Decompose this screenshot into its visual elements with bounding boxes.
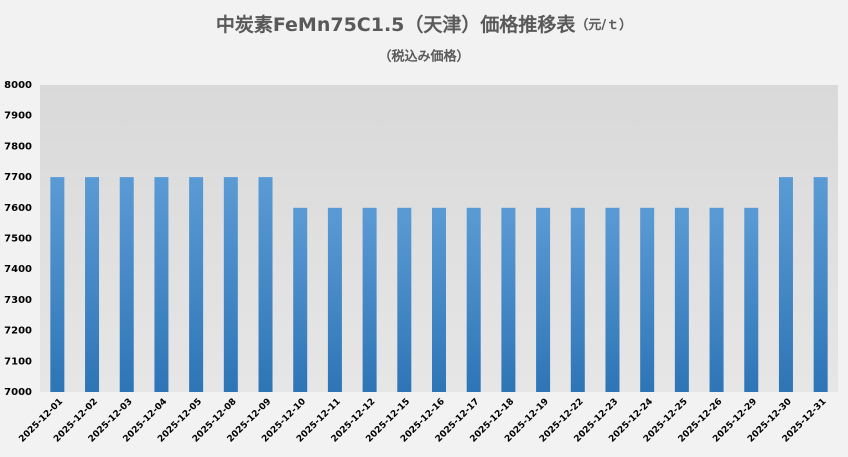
bar xyxy=(813,177,828,392)
bar xyxy=(536,207,551,392)
bar xyxy=(189,177,204,392)
bar xyxy=(50,177,65,392)
bar xyxy=(258,177,273,392)
y-tick-label: 7200 xyxy=(4,326,32,337)
y-tick-label: 7100 xyxy=(4,356,32,367)
y-tick-label: 7500 xyxy=(4,234,32,245)
bar xyxy=(570,207,585,392)
chart-subtitle: （税込み価格） xyxy=(378,49,469,65)
y-tick-label: 7000 xyxy=(4,387,32,398)
chart-title: 中炭素FeMn75C1.5（天津）価格推移表（元/ｔ） xyxy=(216,13,632,36)
bar xyxy=(605,207,620,392)
y-tick-label: 7700 xyxy=(4,172,32,183)
bar xyxy=(119,177,134,392)
bar xyxy=(154,177,169,392)
bar xyxy=(85,177,100,392)
bar xyxy=(362,207,377,392)
bar xyxy=(397,207,412,392)
bar xyxy=(501,207,516,392)
bar xyxy=(466,207,481,392)
bar xyxy=(223,177,238,392)
y-tick-label: 7800 xyxy=(4,141,32,152)
y-tick-label: 8000 xyxy=(4,80,32,91)
y-tick-label: 7400 xyxy=(4,264,32,275)
title-main: 中炭素FeMn75C1.5（天津）価格推移表 xyxy=(216,13,577,36)
bar xyxy=(674,207,689,392)
bar xyxy=(778,177,793,392)
bar xyxy=(640,207,655,392)
y-tick-label: 7300 xyxy=(4,295,32,306)
bar xyxy=(432,207,446,392)
y-tick-label: 7900 xyxy=(4,111,32,122)
bar xyxy=(744,207,759,392)
bar xyxy=(709,207,724,392)
bar xyxy=(327,207,342,392)
y-tick-label: 7600 xyxy=(4,203,32,214)
bar xyxy=(293,207,308,392)
title-unit: （元/ｔ） xyxy=(575,17,632,33)
